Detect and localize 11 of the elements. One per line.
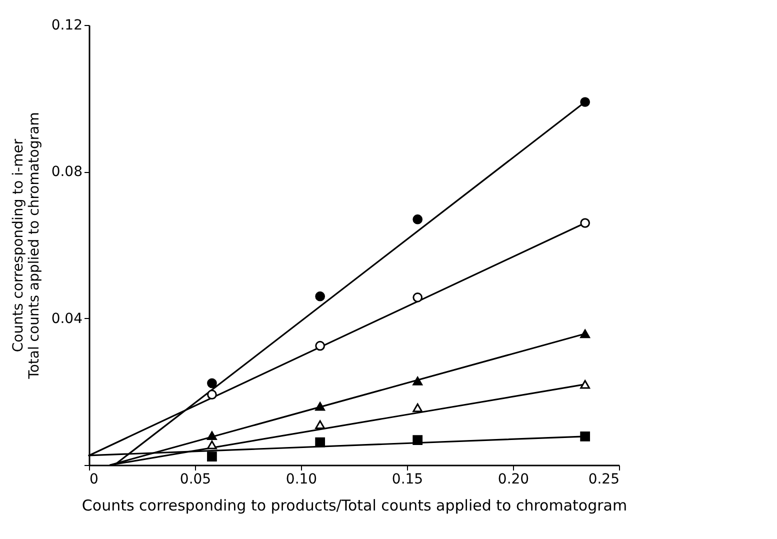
y-axis-title: Counts corresponding to i-mer Total counts applied to chromatogram bbox=[10, 112, 42, 380]
x-tick-label: 0.25 bbox=[588, 472, 620, 488]
x-tick-label: 0.05 bbox=[180, 472, 212, 488]
x-tick-label: 0.20 bbox=[498, 472, 530, 488]
x-tick-label: 0.10 bbox=[286, 472, 318, 488]
y-tick-label: 0.04 bbox=[51, 310, 83, 327]
x-tick-label: 0 bbox=[90, 472, 98, 488]
y-tick-label: 0.08 bbox=[51, 164, 82, 180]
y-tick-label: 0.12 bbox=[51, 18, 82, 34]
x-axis-title: Counts corresponding to products/Total counts applied to chromatogram bbox=[82, 496, 628, 514]
x-tick-label: 0.15 bbox=[392, 472, 424, 488]
